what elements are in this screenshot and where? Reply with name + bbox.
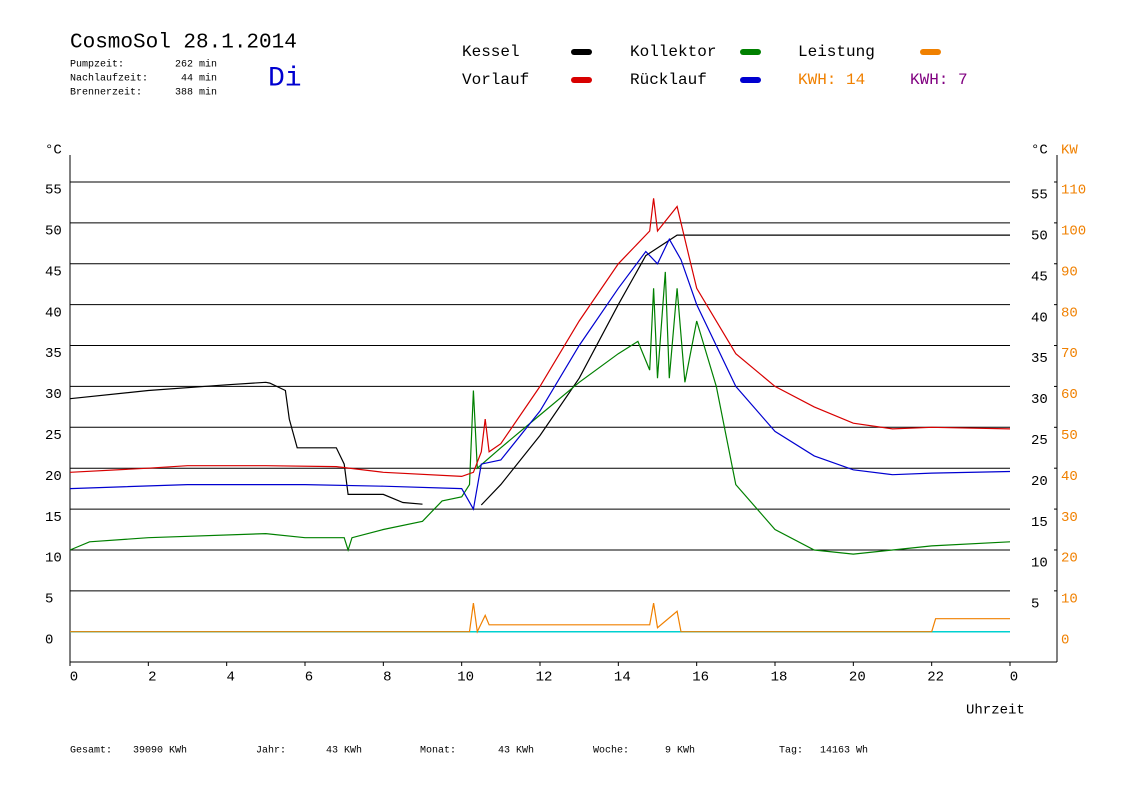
info-label: Nachlaufzeit:: [70, 73, 148, 85]
x-tick-label: 18: [771, 670, 788, 686]
y2-tick-label: 30: [1061, 510, 1078, 526]
legend-label: Vorlauf: [462, 71, 529, 89]
y-right-axis-label: °C: [1031, 143, 1048, 159]
y2-tick-label: 80: [1061, 305, 1078, 321]
kwh-label: KWH: 14: [798, 71, 865, 89]
legend-label: Kessel: [462, 43, 520, 61]
y-axis-label: °C: [45, 143, 62, 159]
y-right-tick-label: 55: [1031, 188, 1048, 204]
info-value: 388 min: [175, 87, 217, 99]
x-tick-label: 16: [692, 670, 709, 686]
y2-tick-label: 70: [1061, 346, 1078, 362]
info-value: 44 min: [181, 73, 217, 85]
y2-tick-label: 20: [1061, 551, 1078, 567]
footer-value: 43 KWh: [498, 745, 534, 757]
y2-tick-label: 40: [1061, 469, 1078, 485]
y-right-tick-label: 15: [1031, 515, 1048, 531]
footer-label: Gesamt:: [70, 746, 112, 757]
y-tick-label: 10: [45, 551, 62, 567]
x-tick-label: 22: [927, 670, 944, 686]
y-right-tick-label: 20: [1031, 474, 1048, 490]
y-tick-label: 55: [45, 183, 62, 199]
info-label: Brennerzeit:: [70, 87, 142, 99]
y-right-tick-label: 5: [1031, 597, 1039, 613]
y-right-tick-label: 10: [1031, 556, 1048, 572]
x-tick-label: 4: [226, 670, 234, 686]
y-tick-label: 40: [45, 305, 62, 321]
x-tick-label: 2: [148, 670, 156, 686]
y-tick-label: 15: [45, 510, 62, 526]
x-tick-label: 10: [457, 670, 474, 686]
y-tick-label: 50: [45, 224, 62, 240]
info-label: Pumpzeit:: [70, 59, 124, 71]
chart-title: CosmoSol 28.1.2014: [70, 32, 297, 55]
y-tick-label: 30: [45, 387, 62, 403]
y2-tick-label: 60: [1061, 387, 1078, 403]
day-label: Di: [268, 63, 302, 94]
y2-tick-label: 10: [1061, 592, 1078, 608]
series-line: [69, 237, 1011, 511]
y-tick-label: 25: [45, 428, 62, 444]
y-right-tick-label: 40: [1031, 310, 1048, 326]
y-tick-label: 45: [45, 264, 62, 280]
y2-tick-label: 0: [1061, 632, 1069, 648]
y2-tick-label: 100: [1061, 224, 1086, 240]
y-tick-label: 20: [45, 469, 62, 485]
series-line: [69, 198, 1011, 478]
x-tick-label: 0: [70, 670, 78, 686]
footer-value: 39090 KWh: [133, 745, 187, 757]
y-tick-label: 5: [45, 592, 53, 608]
x-tick-label: 14: [614, 670, 631, 686]
y-tick-label: 0: [45, 632, 53, 648]
y2-tick-label: 90: [1061, 264, 1078, 280]
footer-value: 9 KWh: [665, 745, 695, 757]
footer-label: Tag:: [779, 746, 803, 757]
x-tick-label: 20: [849, 670, 866, 686]
y-right-tick-label: 25: [1031, 433, 1048, 449]
legend-label: Kollektor: [630, 43, 716, 61]
x-tick-label: 12: [536, 670, 553, 686]
series-line: [70, 602, 1010, 634]
footer-label: Woche:: [593, 745, 629, 757]
y2-axis-label: KW: [1061, 143, 1078, 159]
y2-tick-label: 110: [1061, 183, 1086, 199]
y-right-tick-label: 50: [1031, 229, 1048, 245]
footer-label: Jahr:: [256, 745, 286, 757]
legend-label: Leistung: [798, 43, 875, 61]
y-right-tick-label: 45: [1031, 269, 1048, 285]
y2-tick-label: 50: [1061, 428, 1078, 444]
x-tick-label: 0: [1010, 670, 1018, 686]
legend-label: Rücklauf: [630, 71, 707, 89]
x-tick-label: 6: [305, 670, 313, 686]
y-tick-label: 35: [45, 346, 62, 362]
kwh-label: KWH: 7: [910, 71, 968, 89]
y-right-tick-label: 30: [1031, 392, 1048, 408]
series-line: [69, 234, 1010, 506]
y-right-tick-label: 35: [1031, 351, 1048, 367]
footer-label: Monat:: [420, 746, 456, 757]
x-axis-label: Uhrzeit: [966, 703, 1025, 719]
footer-value: 14163 Wh: [820, 745, 868, 757]
footer-value: 43 KWh: [326, 745, 362, 757]
series-line: [69, 271, 1011, 555]
info-value: 262 min: [175, 59, 217, 71]
x-tick-label: 8: [383, 670, 391, 686]
